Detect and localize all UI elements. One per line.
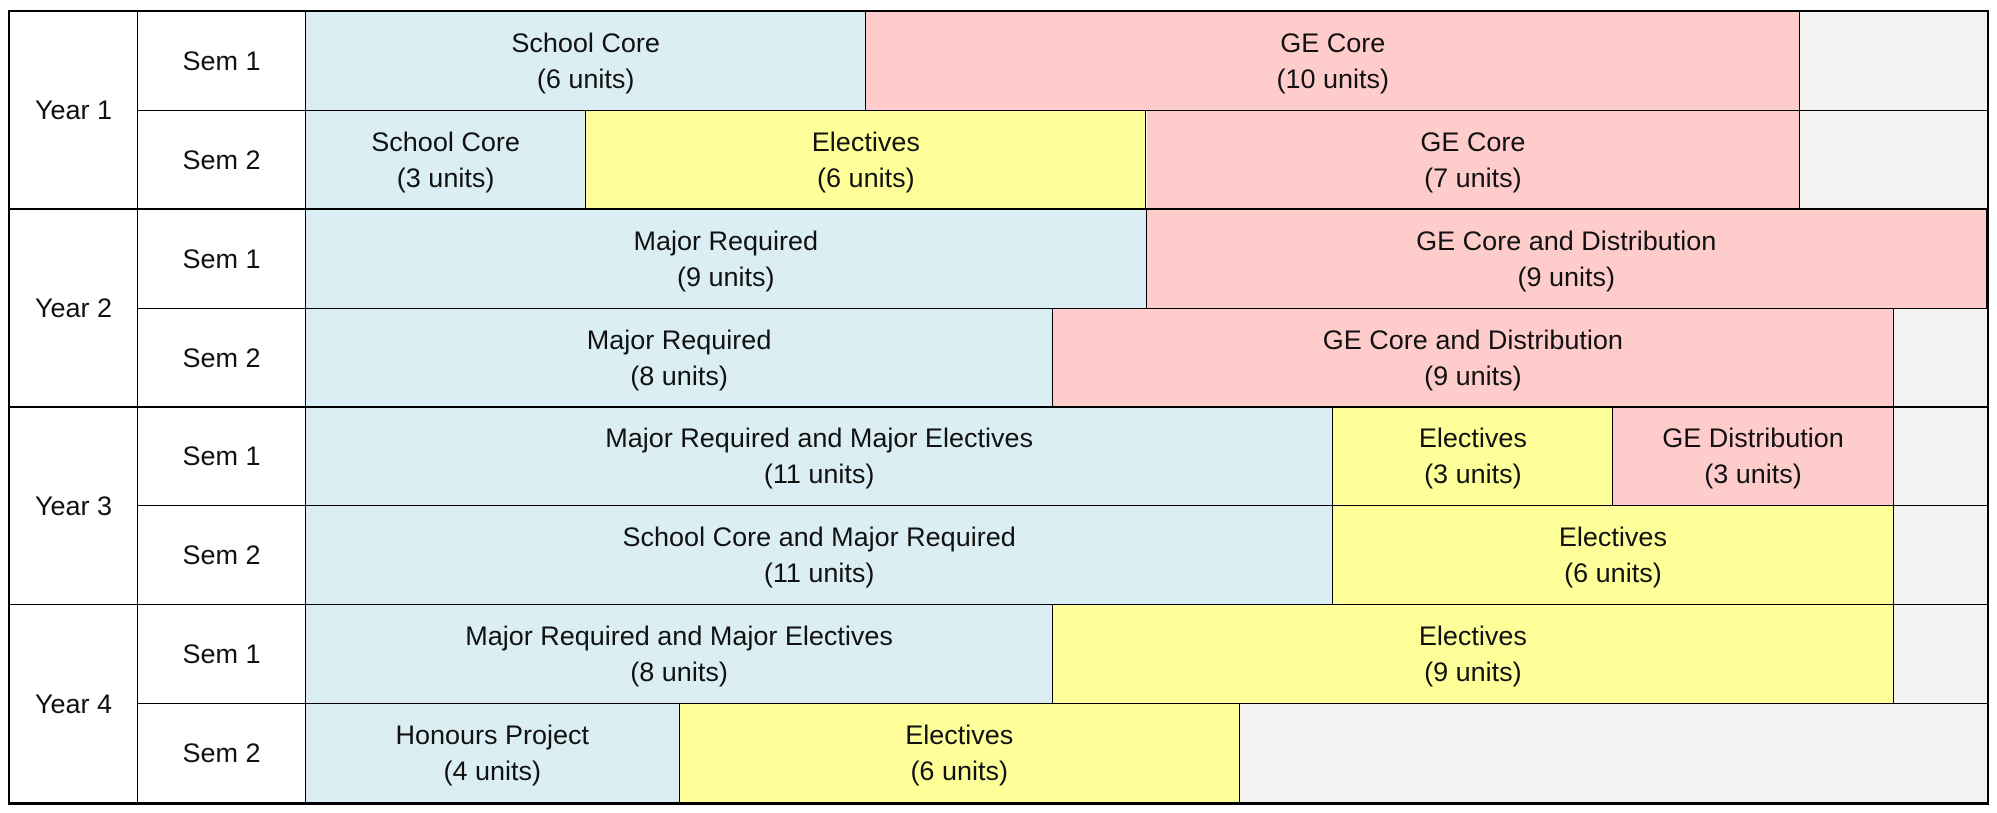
block-name: GE Core and Distribution — [1322, 324, 1623, 355]
course-block: GE Core (7 units) — [1146, 110, 1801, 210]
course-block: Major Required (8 units) — [306, 308, 1054, 408]
semester-label: Sem 2 — [138, 506, 306, 606]
course-block: GE Core (10 units) — [866, 12, 1801, 111]
block-units: (8 units) — [630, 360, 728, 391]
block-name: School Core — [511, 27, 660, 58]
block-name: Major Required — [633, 225, 819, 256]
block-units: (11 units) — [763, 558, 875, 589]
course-block: GE Distribution (3 units) — [1613, 407, 1894, 507]
block-name: Electives — [1418, 423, 1527, 454]
course-block: School Core (6 units) — [306, 12, 867, 111]
empty-slot — [1893, 308, 1987, 408]
block-units: (7 units) — [1424, 162, 1522, 193]
block-units: (9 units) — [1424, 360, 1522, 391]
block-name: School Core — [371, 126, 520, 157]
block-units: (6 units) — [536, 63, 635, 94]
block-name: Electives — [905, 720, 1014, 751]
block-units: (6 units) — [910, 756, 1008, 787]
course-block: Major Required (9 units) — [306, 209, 1147, 309]
block-name: Electives — [1418, 621, 1527, 652]
course-block: GE Core and Distribution (9 units) — [1146, 209, 1987, 309]
course-block: Electives (3 units) — [1333, 407, 1614, 507]
course-block: School Core (3 units) — [306, 110, 587, 210]
year-label: Year 2 — [10, 209, 138, 408]
course-block: Major Required and Major Electives (8 uni… — [306, 605, 1054, 705]
semester-label: Sem 2 — [138, 308, 306, 408]
year-label: Year 1 — [10, 12, 138, 210]
block-name: GE Core — [1420, 126, 1526, 157]
year-label: Year 3 — [10, 407, 138, 606]
empty-slot — [1893, 605, 1987, 705]
block-units: (6 units) — [817, 162, 915, 193]
block-units: (11 units) — [763, 459, 875, 490]
semester-label: Sem 1 — [138, 605, 306, 705]
course-block: Electives (6 units) — [1333, 506, 1894, 606]
block-name: GE Core and Distribution — [1416, 225, 1717, 256]
empty-slot — [1893, 506, 1987, 606]
course-block: Electives (9 units) — [1053, 605, 1894, 705]
block-units: (9 units) — [676, 261, 775, 292]
course-block: GE Core and Distribution (9 units) — [1053, 308, 1894, 408]
block-name: Major Required and Major Electives — [605, 423, 1033, 454]
empty-slot — [1800, 12, 1987, 111]
empty-slot — [1239, 704, 1987, 803]
course-block: Major Required and Major Electives (11 un… — [306, 407, 1334, 507]
course-block: Honours Project (4 units) — [306, 704, 680, 803]
block-units: (9 units) — [1424, 657, 1522, 688]
semester-label: Sem 1 — [138, 407, 306, 507]
semester-label: Sem 2 — [138, 110, 306, 210]
course-block: Electives (6 units) — [586, 110, 1147, 210]
block-name: Electives — [1558, 522, 1667, 553]
block-units: (3 units) — [1424, 459, 1522, 490]
empty-slot — [1893, 407, 1987, 507]
empty-slot — [1800, 110, 1987, 210]
year-label: Year 4 — [10, 605, 138, 803]
block-units: (4 units) — [443, 756, 542, 787]
block-name: Honours Project — [395, 720, 590, 751]
block-units: (8 units) — [630, 657, 728, 688]
block-units: (9 units) — [1517, 261, 1616, 292]
block-units: (3 units) — [396, 162, 495, 193]
block-name: GE Distribution — [1662, 423, 1844, 454]
block-name: School Core and Major Required — [622, 522, 1016, 553]
semester-label: Sem 1 — [138, 209, 306, 309]
block-name: Major Required — [586, 324, 772, 355]
semester-label: Sem 1 — [138, 12, 306, 111]
course-block: Electives (6 units) — [679, 704, 1240, 803]
block-units: (10 units) — [1276, 63, 1390, 94]
block-name: GE Core — [1280, 27, 1386, 58]
course-block: School Core and Major Required (11 units) — [306, 506, 1334, 606]
block-name: Electives — [811, 126, 920, 157]
semester-label: Sem 2 — [138, 704, 306, 803]
block-units: (3 units) — [1704, 459, 1802, 490]
block-units: (6 units) — [1564, 558, 1662, 589]
block-name: Major Required and Major Electives — [465, 621, 893, 652]
study-plan-grid: Year 1 Sem 1 School Core (6 units) GE Core (1… — [8, 10, 1989, 805]
